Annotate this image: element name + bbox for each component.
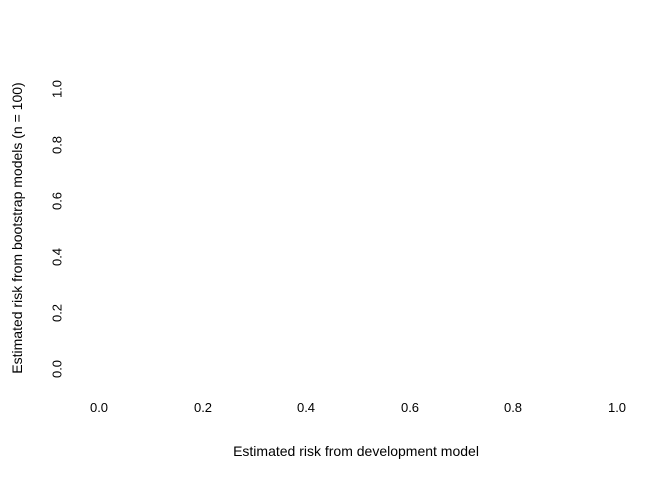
y-tick-label: 0.8 bbox=[49, 135, 65, 155]
y-tick-label: 0.6 bbox=[49, 191, 65, 211]
x-tick-label: 0.8 bbox=[503, 400, 523, 415]
x-tick-label: 0.6 bbox=[400, 400, 420, 415]
y-tick-label: 0.2 bbox=[49, 303, 65, 323]
y-tick-label: 0.0 bbox=[49, 359, 65, 379]
x-tick-label: 0.0 bbox=[89, 400, 109, 415]
x-tick-label: 0.4 bbox=[296, 400, 316, 415]
x-tick-label: 1.0 bbox=[607, 400, 627, 415]
y-tick-label: 0.4 bbox=[49, 247, 65, 267]
x-axis-title: Estimated risk from development model bbox=[233, 443, 479, 459]
y-tick-label: 1.0 bbox=[49, 79, 65, 99]
x-tick-label: 0.2 bbox=[193, 400, 213, 415]
y-axis-title: Estimated risk from bootstrap models (n … bbox=[9, 82, 25, 374]
